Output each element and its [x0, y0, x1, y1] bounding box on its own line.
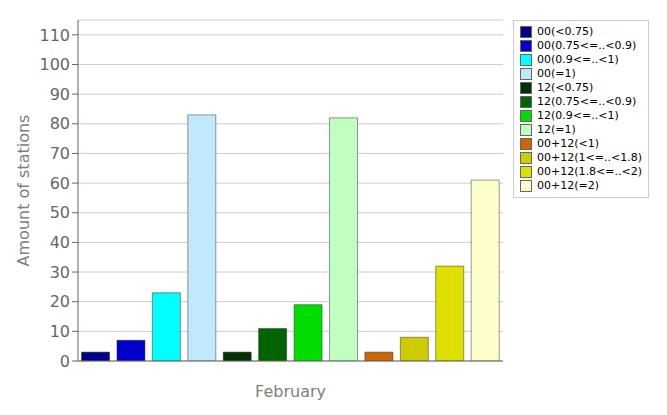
html-text:00(0.75<=..<0.9): 00(0.75<=..<0.9) — [537, 39, 637, 52]
svg-text:0: 0 — [60, 352, 70, 371]
html-text:00(=1): 00(=1) — [537, 67, 576, 80]
svg-text:110: 110 — [39, 26, 70, 45]
html-text:00+12(<1): 00+12(<1) — [537, 137, 600, 150]
html-text:00+12(1<=..<1.8): 00+12(1<=..<1.8) — [537, 151, 642, 164]
svg-text:70: 70 — [50, 144, 70, 163]
html-text:00+12(1.8<=..<2): 00+12(1.8<=..<2) — [537, 165, 642, 178]
svg-text:50: 50 — [50, 203, 70, 222]
svg-text:40: 40 — [50, 233, 70, 252]
html-text:00(<0.75): 00(<0.75) — [537, 25, 594, 38]
html-text:00+12(=2): 00+12(=2) — [537, 179, 600, 192]
html-text:00(0.9<=..<1): 00(0.9<=..<1) — [537, 53, 619, 66]
svg-text:100: 100 — [39, 55, 70, 74]
html-text:12(=1): 12(=1) — [537, 123, 576, 136]
svg-text:Amount of stations: Amount of stations — [14, 115, 33, 267]
svg-text:10: 10 — [50, 322, 70, 341]
svg-text:February: February — [255, 382, 326, 401]
svg-text:30: 30 — [50, 263, 70, 282]
html-text:12(0.9<=..<1): 12(0.9<=..<1) — [537, 109, 619, 122]
html-text:12(<0.75): 12(<0.75) — [537, 81, 594, 94]
svg-text:90: 90 — [50, 85, 70, 104]
svg-text:20: 20 — [50, 292, 70, 311]
svg-text:80: 80 — [50, 114, 70, 133]
svg-text:60: 60 — [50, 174, 70, 193]
html-text:12(0.75<=..<0.9): 12(0.75<=..<0.9) — [537, 95, 637, 108]
